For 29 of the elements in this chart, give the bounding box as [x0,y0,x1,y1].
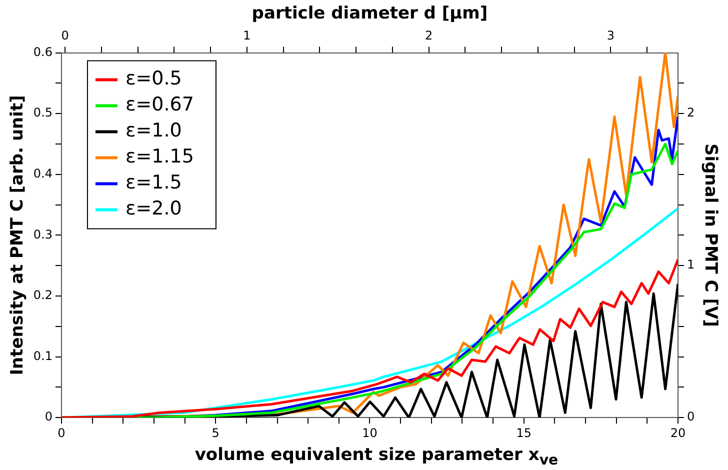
x-tick-label: 20 [670,426,686,440]
legend-label: ε=1.15 [125,146,194,168]
y-tick-label: 0.2 [33,288,52,302]
x-axis-title: volume equivalent size parameter x$_{ve}$ [194,445,560,468]
y-tick-label: 0.4 [33,166,52,181]
x-tick-label: 10 [362,426,378,440]
y-tick-label: 0.3 [33,227,52,242]
y2-tick-label: 1 [686,258,695,272]
x-tick-label: 0 [58,426,66,440]
x2-axis-title: particle diameter d [μm] [252,4,488,24]
y2-tick-label: 0 [686,410,695,424]
x2-tick-label: 1 [243,28,251,43]
legend-label: ε=1.0 [125,120,182,142]
x2-tick-label: 3 [606,28,614,43]
x-tick-label: 5 [212,426,220,440]
y-axis-title: Intensity at PMT C [arb. unit] [8,95,28,376]
y-tick-label: 0.6 [33,44,52,59]
legend-label: ε=0.67 [125,94,194,116]
y-tick-label: 0 [44,410,52,424]
legend-label: ε=2.0 [125,198,182,220]
y-tick-label: 0.1 [33,348,52,363]
y2-tick-label: 2 [686,106,695,120]
x2-tick-label: 2 [425,28,433,43]
legend-label: ε=0.5 [125,68,182,90]
y2-axis-title: Signal in PMT C [V] [700,144,720,327]
y-tick-label: 0.5 [33,106,52,120]
legend-label: ε=1.5 [125,172,182,194]
x2-tick-label: 0 [61,28,69,43]
x-tick-label: 15 [516,426,532,440]
